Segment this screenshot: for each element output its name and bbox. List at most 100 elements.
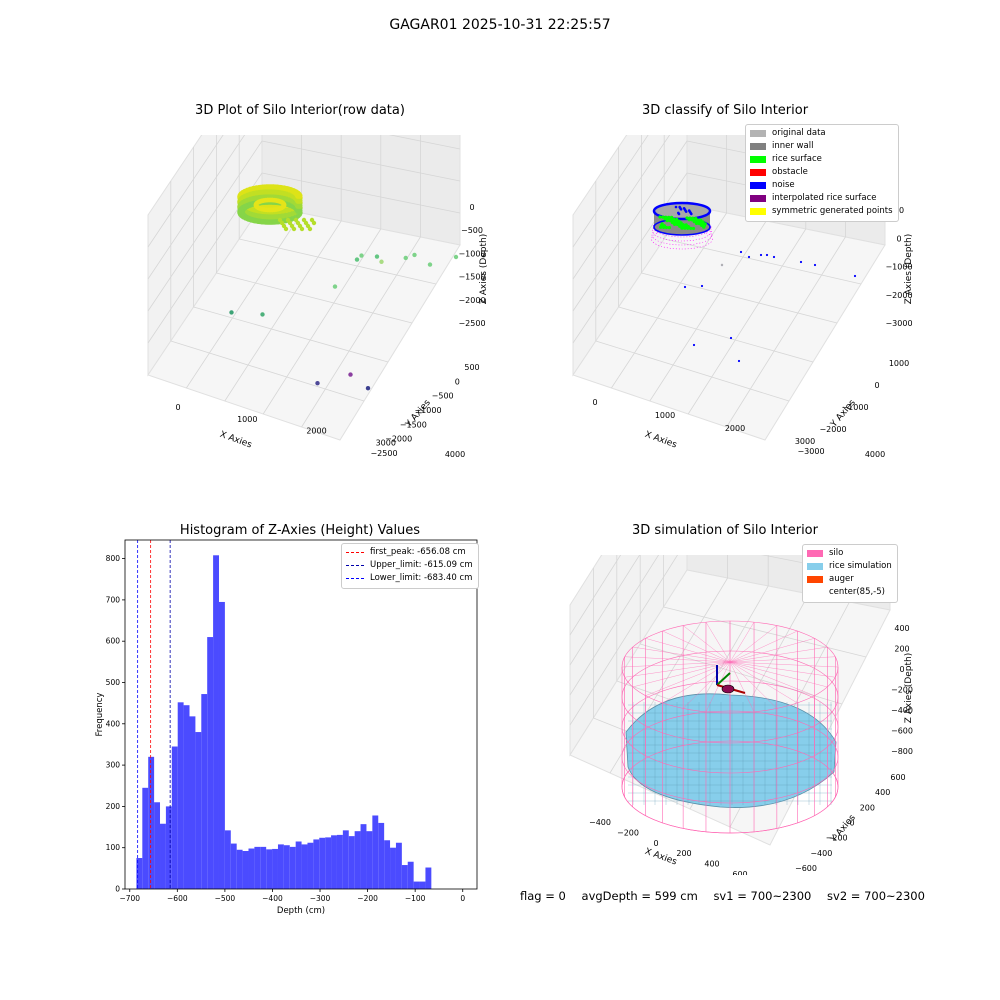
- grid-line: [569, 555, 678, 726]
- histogram-bar: [230, 843, 237, 889]
- rice-surface-point: [684, 223, 688, 227]
- z-tick-label: −1000: [885, 263, 912, 272]
- z-tick-label: −600: [891, 727, 913, 736]
- histogram-bar: [336, 834, 343, 889]
- silo-roof-line: [645, 638, 731, 663]
- status-line: flag = 0 avgDepth = 599 cm sv1 = 700~230…: [520, 889, 937, 903]
- x-tick-label: −400: [589, 818, 611, 827]
- flag-value: flag = 0: [520, 889, 566, 903]
- grid-line: [261, 172, 461, 214]
- x-tick-label: 400: [704, 860, 719, 869]
- z-axis-label: Z Axies (Depth): [479, 234, 489, 305]
- noise-outlier-point: [813, 263, 817, 267]
- histogram-bar: [242, 851, 249, 889]
- x-tick-label: −700: [119, 894, 140, 903]
- noise-point: [687, 209, 691, 212]
- x-tick-label: −200: [617, 828, 639, 837]
- rice-surface-point: [667, 215, 671, 219]
- noise-outlier-point: [729, 336, 733, 340]
- rice-surface-point: [703, 222, 707, 226]
- outlier-point: [365, 386, 371, 391]
- legend-item-upper-limit: Upper_limit: -615.09 cm: [346, 559, 473, 572]
- x-tick-label: 3000: [376, 438, 396, 447]
- z-tick-label: 200: [894, 645, 909, 654]
- noise-point: [682, 207, 686, 210]
- histogram-bar: [372, 815, 379, 889]
- y-tick-label: −200: [826, 834, 848, 843]
- histogram-bar: [160, 823, 166, 889]
- histogram-bar: [254, 846, 261, 889]
- legend-label: silo: [829, 548, 844, 558]
- y-tick-label: 0: [455, 377, 460, 386]
- classify-legend: original data inner wall rice surface ob…: [745, 124, 899, 222]
- histogram-bar: [331, 835, 337, 889]
- interpolated-surface-ring: [651, 228, 713, 250]
- z-tick-label: 400: [894, 624, 909, 633]
- rice-surface-point: [679, 221, 683, 225]
- legend-label: inner wall: [772, 141, 814, 151]
- noise-outlier-point: [683, 285, 687, 289]
- rice-surface-point: [667, 226, 671, 230]
- x-tick-label: 4000: [445, 450, 465, 459]
- x-tick-label: 3000: [795, 437, 815, 446]
- rice-surface-point: [664, 215, 668, 219]
- histogram-bar: [224, 830, 231, 889]
- legend-item-rice-simulation: rice simulation: [807, 560, 892, 573]
- y-tick-label: 500: [464, 363, 479, 372]
- rice-surface-point: [662, 224, 666, 228]
- histogram-bar: [384, 840, 391, 889]
- z-tick-label: −1500: [458, 273, 485, 282]
- noise-outlier-point: [853, 274, 857, 278]
- histogram-bar: [354, 831, 361, 889]
- rice-surface-point: [691, 216, 695, 220]
- y-tick-label: −3000: [797, 447, 824, 456]
- y-tick-label: 400: [875, 788, 890, 797]
- histogram-bar: [248, 848, 255, 889]
- silo-roof-line: [683, 625, 731, 663]
- silo-roof-line: [683, 661, 731, 709]
- legend-label: first_peak: -656.08 cm: [370, 547, 466, 557]
- outlier-point: [354, 257, 360, 262]
- noise-outlier-point: [692, 343, 696, 347]
- z-tick-label: −2000: [458, 296, 485, 305]
- y-tick-label: 300: [106, 761, 121, 770]
- y-tick-label: 200: [860, 803, 875, 812]
- rice-surface-point: [699, 218, 703, 222]
- rice-surface-point: [658, 215, 662, 219]
- legend-item-center: center(85,-5): [807, 586, 892, 599]
- histogram-bar: [283, 845, 290, 889]
- silo-roof-line: [729, 661, 755, 712]
- silo-roof-line: [729, 630, 798, 663]
- histogram-bar: [207, 637, 214, 889]
- classify-plot-title: 3D classify of Silo Interior: [641, 103, 809, 118]
- raw-plot-title: 3D Plot of Silo Interior(row data): [195, 103, 405, 118]
- noise-outlier-point: [765, 253, 769, 257]
- cluster-tail-point: [299, 226, 305, 232]
- silo-ring: [621, 680, 839, 774]
- grid-line: [569, 555, 622, 636]
- silo-roof-line: [729, 661, 828, 688]
- rice-surface-point: [664, 225, 669, 230]
- histogram-bar: [218, 601, 225, 889]
- avg-depth-value: avgDepth = 599 cm: [581, 889, 698, 903]
- legend-label: Lower_limit: -683.40 cm: [370, 573, 473, 583]
- noise-point: [678, 205, 681, 209]
- grid-line: [147, 135, 246, 280]
- grid-line: [687, 228, 807, 415]
- histogram-bar: [272, 848, 278, 889]
- grid-line: [649, 220, 767, 402]
- outlier-point: [229, 310, 234, 315]
- histogram-bar: [201, 694, 208, 889]
- grid-line: [641, 272, 838, 324]
- simulation-plot-title: 3D simulation of Silo Interior: [632, 523, 818, 538]
- rice-surface-point: [694, 216, 698, 220]
- cluster-tail-point: [307, 226, 313, 232]
- cluster-tail-point: [311, 220, 317, 226]
- histogram-bar: [348, 836, 355, 889]
- histogram-bar: [195, 732, 202, 889]
- grid-line: [193, 306, 389, 363]
- y-tick-label: 200: [106, 802, 121, 811]
- legend-item-silo: silo: [807, 547, 892, 560]
- x-axis-label: X Axies: [643, 847, 678, 868]
- x-tick-label: 600: [732, 870, 747, 875]
